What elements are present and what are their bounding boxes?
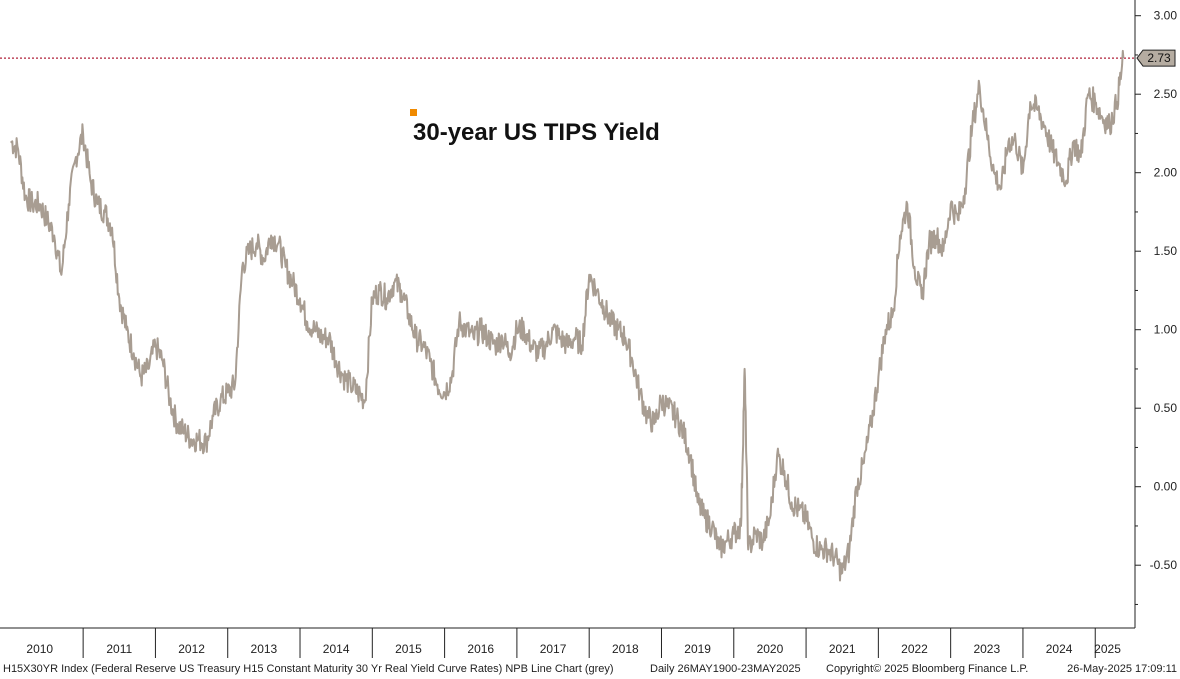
x-tick-label: 2012 bbox=[178, 642, 205, 656]
x-tick-label: 2018 bbox=[612, 642, 639, 656]
x-tick-label: 2023 bbox=[973, 642, 1000, 656]
x-tick-label: 2021 bbox=[829, 642, 856, 656]
y-tick-label: 1.00 bbox=[1154, 323, 1178, 337]
x-tick-label: 2025 bbox=[1094, 642, 1121, 656]
footer-range: Daily 26MAY1900-23MAY2025 bbox=[650, 663, 801, 675]
x-tick-label: 2024 bbox=[1046, 642, 1073, 656]
x-tick-label: 2011 bbox=[106, 642, 132, 656]
footer-description: H15X30YR Index (Federal Reserve US Treas… bbox=[3, 663, 614, 675]
y-tick-label: -0.50 bbox=[1150, 558, 1178, 572]
series-line bbox=[10, 49, 1125, 582]
y-axis: -0.50 0.00 0.50 1.00 1.50 2.00 2.50 3.00 bbox=[1135, 9, 1177, 605]
y-tick-label: 3.00 bbox=[1154, 9, 1178, 23]
x-tick-label: 2014 bbox=[323, 642, 350, 656]
x-tick-label: 2010 bbox=[26, 642, 53, 656]
x-tick-label: 2022 bbox=[901, 642, 928, 656]
x-tick-label: 2013 bbox=[251, 642, 278, 656]
y-tick-label: 1.50 bbox=[1154, 244, 1178, 258]
last-value-tag: 2.73 bbox=[1136, 49, 1176, 67]
footer: H15X30YR Index (Federal Reserve US Treas… bbox=[0, 660, 1180, 679]
y-tick-label: 0.50 bbox=[1154, 401, 1178, 415]
y-tick-label: 0.00 bbox=[1154, 480, 1178, 494]
x-tick-label: 2016 bbox=[467, 642, 494, 656]
last-value-box bbox=[1136, 49, 1176, 67]
x-tick-label: 2015 bbox=[395, 642, 422, 656]
legend-marker bbox=[410, 109, 417, 116]
x-tick-label: 2017 bbox=[540, 642, 567, 656]
y-tick-label: 2.50 bbox=[1154, 87, 1178, 101]
footer-timestamp: 26-May-2025 17:09:11 bbox=[1067, 663, 1177, 675]
x-tick-label: 2019 bbox=[684, 642, 711, 656]
y-tick-label: 2.00 bbox=[1154, 166, 1178, 180]
footer-copyright: Copyright© 2025 Bloomberg Finance L.P. bbox=[826, 663, 1029, 675]
chart-area: 30-year US TIPS Yield -0.50 0.00 0.50 1.00 1… bbox=[0, 0, 1177, 658]
x-axis: 2010 2011 2012 2013 2014 2015 2016 2017 2018 2019… bbox=[26, 628, 1121, 658]
last-value-label: 2.73 bbox=[1147, 51, 1171, 65]
chart-title: 30-year US TIPS Yield bbox=[413, 119, 660, 146]
x-tick-label: 2020 bbox=[757, 642, 784, 656]
